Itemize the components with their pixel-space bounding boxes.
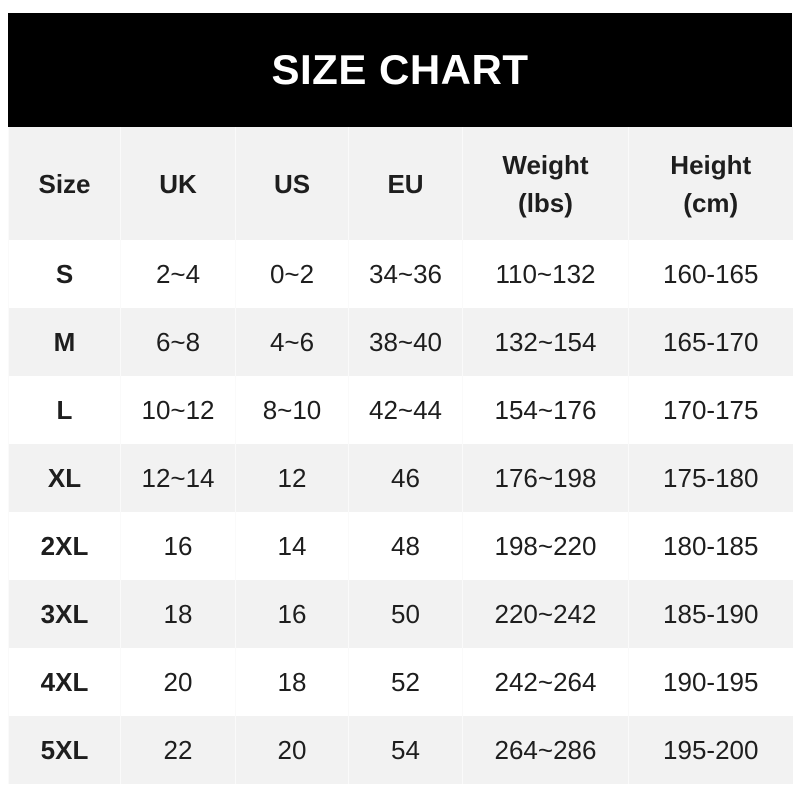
cell-uk: 10~12 (120, 376, 236, 444)
column-header-size: Size (8, 127, 121, 240)
cell-height: 160-165 (628, 240, 793, 308)
cell-height: 180-185 (628, 512, 793, 580)
cell-height: 175-180 (628, 444, 793, 512)
cell-eu: 52 (348, 648, 463, 716)
table-row: 2XL 16 14 48 198~220 180-185 (8, 512, 793, 580)
column-header-line: Size (38, 168, 91, 199)
cell-size: L (8, 376, 121, 444)
cell-eu: 48 (348, 512, 463, 580)
cell-eu: 34~36 (348, 240, 463, 308)
column-header-eu: EU (348, 127, 463, 240)
cell-size: XL (8, 444, 121, 512)
cell-us: 18 (235, 648, 349, 716)
cell-weight: 154~176 (462, 376, 629, 444)
cell-size: 4XL (8, 648, 121, 716)
cell-weight: 198~220 (462, 512, 629, 580)
cell-height: 195-200 (628, 716, 793, 784)
cell-eu: 42~44 (348, 376, 463, 444)
column-header-line: EU (387, 168, 424, 199)
cell-us: 12 (235, 444, 349, 512)
cell-eu: 46 (348, 444, 463, 512)
column-header-height: Height (cm) (628, 127, 793, 240)
size-chart-table: Size UK US EU Weight (lbs) Height (cm) S 2~4 0~2 3… (8, 127, 793, 784)
column-header-us: US (235, 127, 349, 240)
cell-weight: 264~286 (462, 716, 629, 784)
column-header-line: (cm) (683, 187, 739, 218)
size-chart-title: SIZE CHART (8, 13, 792, 127)
cell-height: 190-195 (628, 648, 793, 716)
column-header-line: UK (159, 168, 197, 199)
cell-weight: 176~198 (462, 444, 629, 512)
table-row: L 10~12 8~10 42~44 154~176 170-175 (8, 376, 793, 444)
cell-eu: 54 (348, 716, 463, 784)
cell-us: 14 (235, 512, 349, 580)
table-row: 5XL 22 20 54 264~286 195-200 (8, 716, 793, 784)
column-header-line: (lbs) (518, 187, 573, 218)
cell-eu: 50 (348, 580, 463, 648)
table-row: XL 12~14 12 46 176~198 175-180 (8, 444, 793, 512)
cell-height: 165-170 (628, 308, 793, 376)
cell-height: 185-190 (628, 580, 793, 648)
cell-weight: 132~154 (462, 308, 629, 376)
column-header-line: Height (670, 149, 752, 180)
cell-weight: 242~264 (462, 648, 629, 716)
column-header-line: US (273, 168, 311, 199)
cell-uk: 16 (120, 512, 236, 580)
table-row: 4XL 20 18 52 242~264 190-195 (8, 648, 793, 716)
cell-us: 8~10 (235, 376, 349, 444)
table-row: 3XL 18 16 50 220~242 185-190 (8, 580, 793, 648)
cell-size: 5XL (8, 716, 121, 784)
cell-weight: 220~242 (462, 580, 629, 648)
cell-uk: 12~14 (120, 444, 236, 512)
cell-size: 3XL (8, 580, 121, 648)
cell-us: 0~2 (235, 240, 349, 308)
cell-uk: 18 (120, 580, 236, 648)
cell-size: M (8, 308, 121, 376)
column-header-line: Weight (502, 149, 589, 180)
cell-us: 4~6 (235, 308, 349, 376)
cell-size: S (8, 240, 121, 308)
cell-us: 20 (235, 716, 349, 784)
cell-uk: 22 (120, 716, 236, 784)
cell-uk: 2~4 (120, 240, 236, 308)
cell-size: 2XL (8, 512, 121, 580)
cell-us: 16 (235, 580, 349, 648)
table-row: M 6~8 4~6 38~40 132~154 165-170 (8, 308, 793, 376)
column-header-weight: Weight (lbs) (462, 127, 629, 240)
header-row: Size UK US EU Weight (lbs) Height (cm) (8, 127, 793, 240)
cell-height: 170-175 (628, 376, 793, 444)
cell-weight: 110~132 (462, 240, 629, 308)
table-row: S 2~4 0~2 34~36 110~132 160-165 (8, 240, 793, 308)
cell-uk: 20 (120, 648, 236, 716)
column-header-uk: UK (120, 127, 236, 240)
cell-uk: 6~8 (120, 308, 236, 376)
cell-eu: 38~40 (348, 308, 463, 376)
